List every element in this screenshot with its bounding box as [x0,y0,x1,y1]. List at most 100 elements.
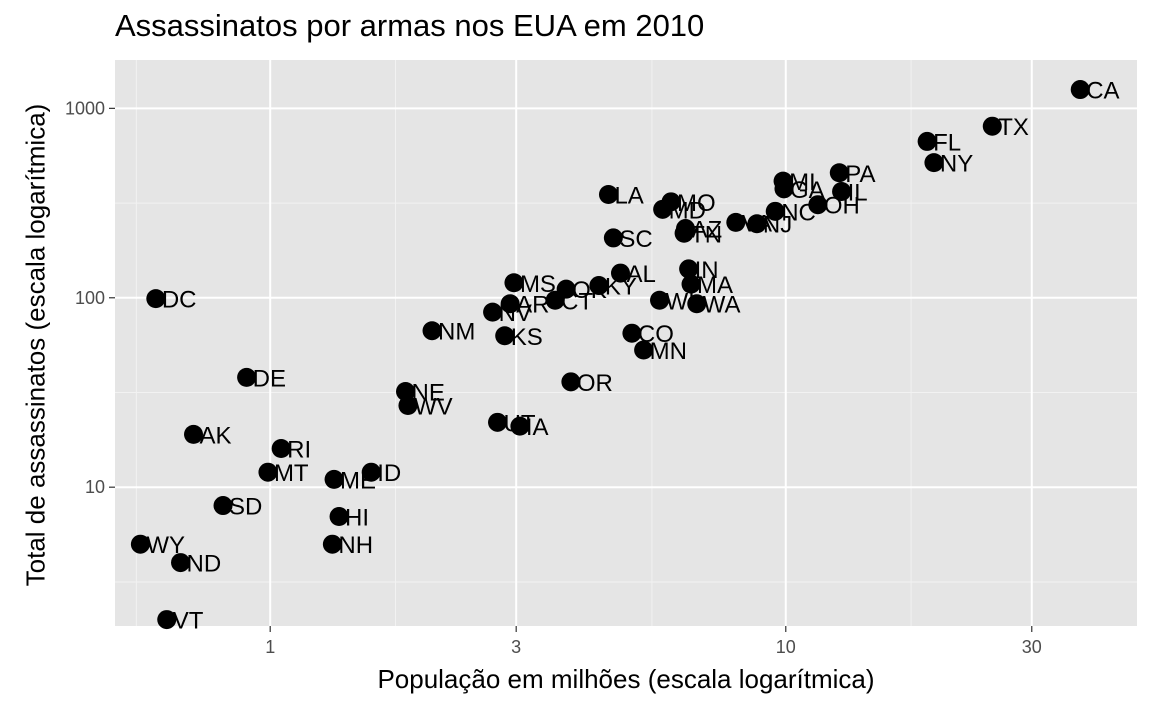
data-point-md [653,199,673,219]
point-label-ri: RI [287,437,311,464]
point-label-ut: UT [504,410,536,437]
data-point-ct [545,290,565,310]
point-label-nh: NH [338,532,373,559]
data-point-dc [146,289,166,309]
major-gridlines [115,60,1137,626]
point-label-il: IL [848,179,868,206]
y-axis-label: Total de assassinatos (escala logarítmic… [20,103,51,587]
point-label-ga: GA [790,177,825,204]
data-point-hi [329,507,349,527]
data-point-wy [130,534,150,554]
data-point-fl [917,131,937,151]
point-label-mt: MT [274,460,309,487]
point-label-mn: MN [650,338,687,365]
point-label-la: LA [614,182,643,209]
point-label-sc: SC [619,226,652,253]
x-tick-label: 3 [511,637,521,657]
data-point-ak [184,424,204,444]
data-point-sc [603,228,623,248]
point-label-tn: TN [690,221,722,248]
point-label-nm: NM [438,319,475,346]
point-label-ia: IA [526,414,549,441]
point-label-ks: KS [511,324,543,351]
data-point-de [237,367,257,387]
point-label-nv: NV [499,300,532,327]
data-point-al [610,263,630,283]
x-tick-label: 10 [776,637,796,657]
data-point-ga [774,179,794,199]
data-point-ms [504,273,524,293]
point-label-ok: OK [572,277,607,304]
data-point-la [598,184,618,204]
data-point-or [561,372,581,392]
point-label-nj: NJ [763,212,792,239]
point-label-wy: WY [146,532,185,559]
point-label-ma: MA [697,272,733,299]
point-label-ms: MS [520,271,556,298]
point-label-al: AL [626,261,655,288]
data-point-mn [634,340,654,360]
data-point-ma [681,274,701,294]
data-point-ri [271,439,291,459]
point-label-ca: CA [1086,78,1119,105]
data-point-nv [483,302,503,322]
point-label-oh: OH [824,193,860,220]
data-point-az [675,219,695,239]
data-point-il [832,181,852,201]
point-label-nc: NC [781,199,816,226]
point-label-fl: FL [933,129,961,156]
data-point-ne [396,382,416,402]
data-point-in [679,259,699,279]
plot-panel-background [115,60,1137,626]
point-label-ar: AR [516,292,549,319]
data-point-ut [488,412,508,432]
point-label-me: ME [340,467,376,494]
data-point-vt [157,610,177,630]
point-label-nd: ND [187,551,222,578]
point-label-ny: NY [940,151,973,178]
x-tick-label: 30 [1022,637,1042,657]
point-label-wi: WI [666,288,695,315]
point-label-de: DE [253,365,286,392]
data-point-co [622,323,642,343]
data-point-nh [322,534,342,554]
point-label-dc: DC [162,287,197,314]
data-point-wi [650,290,670,310]
data-points [130,80,1090,630]
point-label-va: VA [742,210,772,237]
data-point-va [726,212,746,232]
point-label-ky: KY [605,274,637,301]
data-point-ar [500,294,520,314]
data-point-ca [1070,80,1090,100]
data-point-wa [687,294,707,314]
point-label-sd: SD [229,494,262,521]
axis-ticks: 1 3 10 30 10 100 1000 [65,98,1042,657]
point-label-id: ID [377,460,401,487]
data-point-oh [808,195,828,215]
point-label-in: IN [695,257,719,284]
y-tick-label: 1000 [65,98,105,118]
point-label-wv: WV [414,393,453,420]
data-point-mt [258,462,278,482]
point-label-co: CO [638,321,674,348]
point-label-mo: MO [677,190,716,217]
y-tick-label: 100 [75,288,105,308]
x-tick-label: 1 [265,637,275,657]
point-label-tx: TX [998,114,1029,141]
data-point-ky [589,276,609,296]
data-point-tx [982,116,1002,136]
point-label-pa: PA [845,161,875,188]
data-point-ks [495,326,515,346]
data-point-pa [829,163,849,183]
data-point-nm [422,321,442,341]
point-label-mi: MI [789,169,816,196]
point-label-vt: VT [173,608,204,635]
point-label-or: OR [577,370,613,397]
data-point-wv [398,395,418,415]
data-point-nd [171,553,191,573]
data-point-nj [747,214,767,234]
point-label-wa: WA [703,292,741,319]
data-point-nc [765,201,785,221]
point-label-az: AZ [691,217,722,244]
